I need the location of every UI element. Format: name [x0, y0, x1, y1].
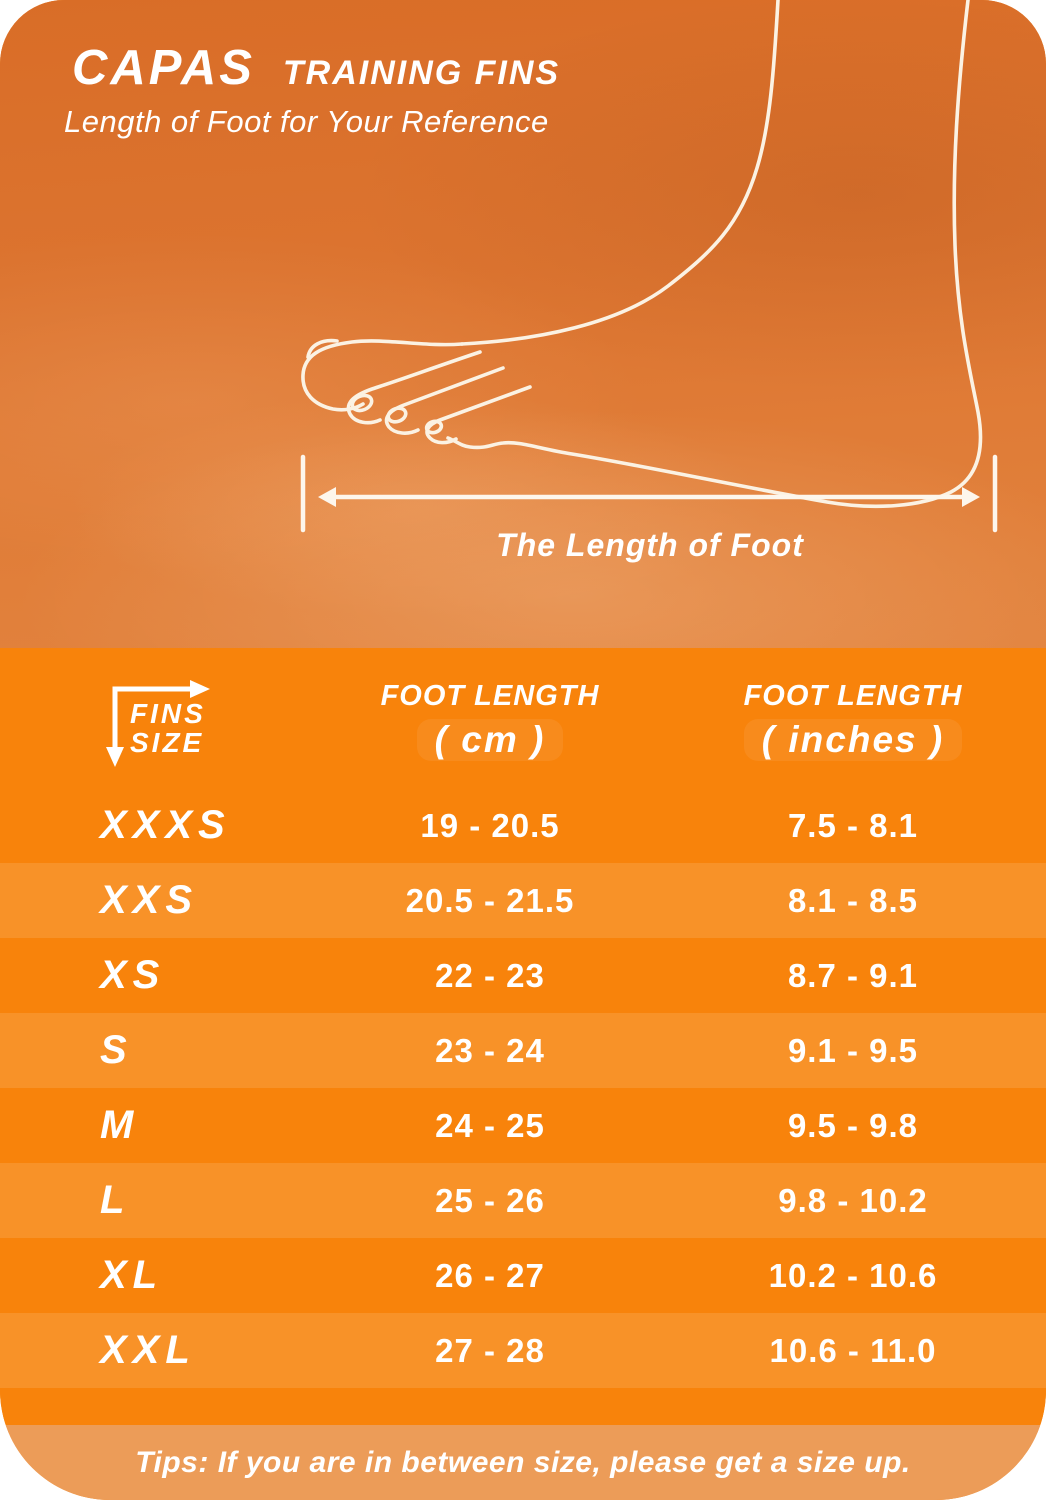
hero-subtitle: Length of Foot for Your Reference [64, 104, 549, 139]
foot-outline-illustration [301, 0, 983, 509]
double-headed-measure-arrow [300, 454, 998, 533]
size-column-header: FINS SIZE [0, 673, 320, 769]
size-header-line2: SIZE [130, 727, 205, 759]
size-label: XXL [100, 1328, 196, 1372]
table-row: XXS 20.5 - 21.5 8.1 - 8.5 [0, 863, 1046, 938]
product-name: TRAINING FINS [282, 54, 561, 92]
inches-value: 7.5 - 8.1 [787, 806, 919, 844]
table-row: XXXS 19 - 20.5 7.5 - 8.1 [0, 788, 1046, 863]
fins-size-axis-icon [106, 680, 210, 767]
hero-section: CAPAS TRAINING FINS Length of Foot for Y… [0, 0, 1046, 648]
brand-logo: CAPAS [72, 41, 255, 95]
cm-column-header: FOOT LENGTH ( cm ) [320, 679, 660, 762]
table-row: XS 22 - 23 8.7 - 9.1 [0, 938, 1046, 1013]
inches-value: 8.7 - 9.1 [787, 956, 919, 994]
cm-value: 22 - 23 [435, 956, 545, 994]
tips-bar: Tips: If you are in between size, please… [0, 1425, 1046, 1500]
size-label: L [100, 1178, 131, 1222]
table-row: L 25 - 26 9.8 - 10.2 [0, 1163, 1046, 1238]
cm-value: 19 - 20.5 [420, 806, 560, 844]
inches-value: 9.5 - 9.8 [787, 1106, 919, 1144]
size-label: XXXS [100, 803, 231, 847]
table-row: S 23 - 24 9.1 - 9.5 [0, 1013, 1046, 1088]
inches-value: 8.1 - 8.5 [787, 881, 919, 919]
inches-column-header: FOOT LENGTH ( inches ) [660, 679, 1046, 762]
table-row: XXL 27 - 28 10.6 - 11.0 [0, 1313, 1046, 1388]
size-label: M [100, 1103, 140, 1147]
cm-header-unit: ( cm ) [416, 718, 564, 762]
cm-value: 20.5 - 21.5 [405, 881, 575, 919]
size-label: S [100, 1028, 133, 1072]
cm-value: 26 - 27 [435, 1256, 545, 1294]
header-title-row: CAPAS TRAINING FINS [72, 40, 560, 96]
measure-label: The Length of Foot [496, 527, 804, 563]
size-label: XL [100, 1253, 164, 1297]
tips-text: Tips: If you are in between size, please… [135, 1445, 911, 1479]
size-header-line1: FINS [130, 698, 206, 729]
inches-value: 10.2 - 10.6 [768, 1256, 938, 1294]
inches-value: 9.1 - 9.5 [787, 1031, 919, 1069]
table-row: M 24 - 25 9.5 - 9.8 [0, 1088, 1046, 1163]
cm-value: 23 - 24 [435, 1031, 545, 1069]
inches-value: 10.6 - 11.0 [769, 1331, 937, 1369]
size-column-header-label: FINS SIZE [130, 699, 206, 758]
cm-value: 27 - 28 [435, 1331, 545, 1369]
size-label: XS [100, 953, 166, 997]
table-header-row: FINS SIZE FOOT LENGTH ( cm ) FOOT LENGTH… [0, 648, 1046, 788]
cm-header-title: FOOT LENGTH [380, 679, 600, 712]
inches-header-unit: ( inches ) [743, 718, 963, 762]
size-label: XXS [100, 878, 199, 922]
cm-value: 25 - 26 [435, 1181, 545, 1219]
table-row: XL 26 - 27 10.2 - 10.6 [0, 1238, 1046, 1313]
inches-header-title: FOOT LENGTH [743, 679, 963, 712]
cm-value: 24 - 25 [435, 1106, 545, 1144]
size-table: FINS SIZE FOOT LENGTH ( cm ) FOOT LENGTH… [0, 648, 1046, 1425]
inches-value: 9.8 - 10.2 [778, 1181, 928, 1219]
